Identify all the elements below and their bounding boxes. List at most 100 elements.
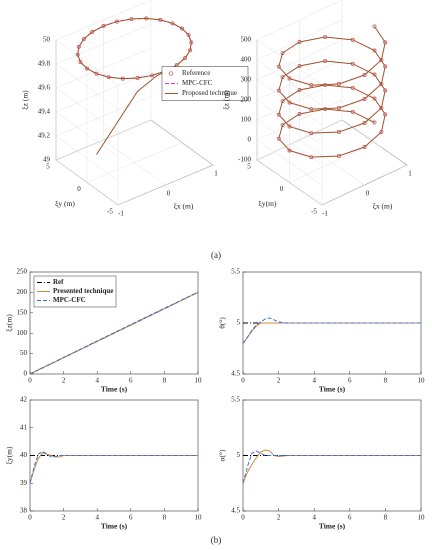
legend-label: MPC-CFC xyxy=(53,296,86,304)
x-tick-label: 0 xyxy=(28,514,32,522)
y-tick-label: 4.5 xyxy=(231,370,240,378)
marker xyxy=(379,106,384,110)
marker xyxy=(101,24,106,28)
z-tick-label: 100 xyxy=(241,116,252,124)
y-tick-label: 0 xyxy=(77,185,81,193)
marker xyxy=(276,64,281,69)
marker xyxy=(383,64,388,69)
marker xyxy=(379,82,384,86)
marker xyxy=(309,107,314,112)
z-axis-label: ξz (m) xyxy=(21,90,30,110)
grid-line xyxy=(55,40,152,161)
marker xyxy=(78,60,83,65)
marker xyxy=(309,131,314,136)
marker xyxy=(186,32,191,37)
x-tick-label: 0 xyxy=(28,377,32,385)
marker xyxy=(180,26,184,31)
y-axis-label: θ(°) xyxy=(218,317,227,329)
caption: (a) xyxy=(211,250,221,260)
marker xyxy=(362,121,367,125)
legend-label: Reference xyxy=(182,69,210,77)
z-tick-label: 50 xyxy=(43,36,51,44)
x-axis-label: Time (s) xyxy=(101,522,128,531)
z-tick-label: 300 xyxy=(241,76,252,84)
grid-line xyxy=(321,85,408,206)
x-tick-label: 4 xyxy=(312,514,316,522)
marker xyxy=(323,107,328,111)
marker xyxy=(297,64,302,68)
y-tick-label: 250 xyxy=(17,268,28,276)
z-tick-label: 0 xyxy=(248,136,252,144)
x-tick-label: 1 xyxy=(408,170,412,178)
x-tick-label: 4 xyxy=(312,377,316,385)
x-tick-label: 6 xyxy=(129,514,133,522)
marker xyxy=(85,66,89,71)
marker xyxy=(81,37,86,41)
marker xyxy=(280,51,285,55)
legend-label: MPC-CFC xyxy=(182,79,213,87)
x-tick-label: -1 xyxy=(322,210,328,218)
x-tick-label: 4 xyxy=(95,377,99,385)
marker xyxy=(383,40,388,45)
x-tick-label: 0 xyxy=(241,377,245,385)
x-tick-label: 2 xyxy=(62,514,66,522)
grid-line xyxy=(86,62,183,183)
caption: (b) xyxy=(211,535,222,545)
y-tick-label: 42 xyxy=(20,396,28,404)
marker xyxy=(372,96,377,101)
marker xyxy=(336,82,341,86)
z-tick-label: 400 xyxy=(241,56,252,64)
marker xyxy=(372,120,377,125)
marker xyxy=(372,48,377,53)
marker xyxy=(287,76,292,81)
marker xyxy=(383,112,388,117)
marker xyxy=(362,73,367,77)
marker xyxy=(309,83,314,88)
grid-line xyxy=(117,85,214,206)
x-tick-label: 6 xyxy=(348,377,352,385)
trajectory xyxy=(77,17,192,155)
x-tick-label: 2 xyxy=(277,377,281,385)
y-tick-label: 5 xyxy=(247,163,251,171)
marker xyxy=(276,88,281,93)
y-axis-label: ξy(m) xyxy=(259,199,277,208)
y-tick-label: 5 xyxy=(237,319,241,327)
x-tick-label: 10 xyxy=(418,377,426,385)
y-axis-label: α(°) xyxy=(218,449,227,461)
x-tick-label: 8 xyxy=(163,377,167,385)
line xyxy=(29,450,198,484)
marker xyxy=(287,124,292,129)
z-tick-label: 200 xyxy=(241,96,252,104)
y-axis-label: ξy(m) xyxy=(5,446,14,464)
x-tick-label: 2 xyxy=(62,377,66,385)
legend-box xyxy=(161,66,249,101)
x-tick-label: 10 xyxy=(195,377,203,385)
marker xyxy=(379,130,384,134)
z-tick-label: 49.2 xyxy=(38,132,51,140)
x-tick-label: 0 xyxy=(241,514,245,522)
trajectory xyxy=(278,26,386,158)
marker xyxy=(379,58,384,62)
z-tick-label: 49.4 xyxy=(38,108,51,116)
y-tick-label: -5 xyxy=(311,208,317,216)
marker xyxy=(323,83,328,87)
x-tick-label: 0 xyxy=(366,190,370,198)
marker xyxy=(323,59,328,63)
grid-line xyxy=(103,20,166,186)
z-axis-label: ξz (m) xyxy=(222,90,231,110)
line xyxy=(242,322,421,344)
y-tick-label: 50 xyxy=(20,349,28,357)
line xyxy=(29,291,199,375)
y-tick-label: 5.5 xyxy=(231,396,240,404)
x-tick-label: 8 xyxy=(384,514,388,522)
y-tick-label: 5.5 xyxy=(231,268,240,276)
z-tick-label: 49.6 xyxy=(38,84,51,92)
y-tick-label: 38 xyxy=(20,507,28,515)
marker xyxy=(287,100,292,105)
x-tick-label: 0 xyxy=(167,190,171,198)
z-tick-label: 49 xyxy=(43,156,51,164)
x-axis-label: ξx (m) xyxy=(373,202,393,211)
x-tick-label: 2 xyxy=(277,514,281,522)
x-axis-label: ξx (m) xyxy=(174,202,194,211)
